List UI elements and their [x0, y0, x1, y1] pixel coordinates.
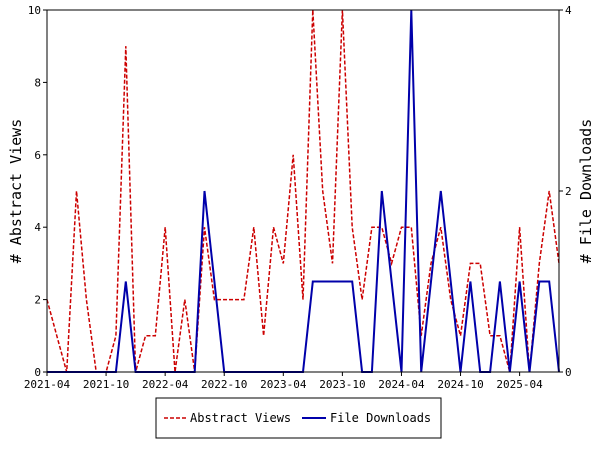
y-tick-label: 0: [34, 366, 41, 379]
y2-axis-title: # File Downloads: [577, 119, 595, 264]
x-axis: 2021-04 2021-10 2022-04 2022-10 2023-04 2023-…: [24, 372, 543, 391]
y-tick-label: 8: [34, 76, 41, 89]
right-axis: 0 2 4: [559, 4, 572, 379]
x-tick-label: 2025-04: [496, 378, 543, 391]
legend-box: [155, 397, 442, 439]
y2-tick-label: 4: [565, 4, 572, 17]
y-tick-label: 10: [28, 4, 41, 17]
x-tick-label: 2024-04: [378, 378, 425, 391]
left-axis: 0 2 4 6 8 10: [28, 4, 47, 379]
x-tick-label: 2023-04: [260, 378, 307, 391]
x-tick-label: 2022-10: [201, 378, 247, 391]
x-tick-label: 2023-10: [319, 378, 365, 391]
legend-label-file-downloads: File Downloads: [330, 411, 431, 425]
x-tick-label: 2021-10: [83, 378, 129, 391]
legend: Abstract Views File Downloads: [155, 397, 442, 439]
y-tick-label: 2: [34, 294, 41, 307]
y2-tick-label: 0: [565, 366, 572, 379]
x-tick-label: 2024-10: [437, 378, 483, 391]
series-line-file-downloads: [47, 9, 560, 373]
y-axis-title: # Abstract Views: [7, 119, 25, 264]
legend-label-abstract-views: Abstract Views: [190, 411, 291, 425]
y-tick-label: 4: [34, 221, 41, 234]
series-layer: [46, 9, 560, 373]
x-tick-label: 2022-04: [142, 378, 189, 391]
y-tick-label: 6: [34, 149, 41, 162]
series-line-abstract-views: [46, 9, 560, 373]
x-tick-label: 2021-04: [24, 378, 71, 391]
plot-frame: [46, 9, 560, 373]
y2-tick-label: 2: [565, 185, 572, 198]
